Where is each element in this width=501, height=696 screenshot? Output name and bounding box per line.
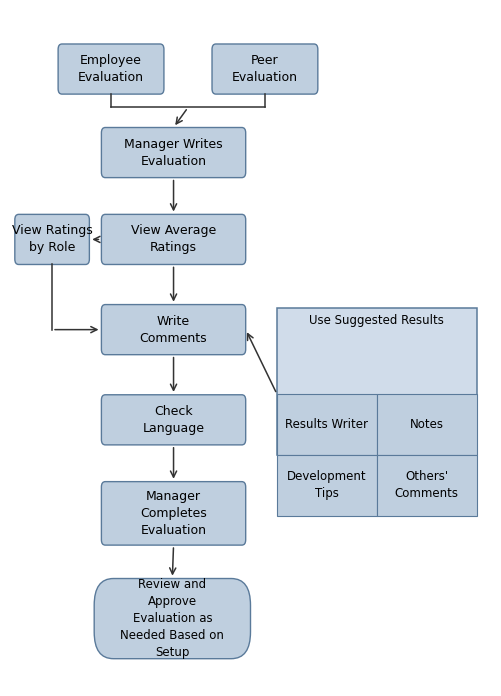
FancyBboxPatch shape <box>377 394 476 455</box>
FancyBboxPatch shape <box>101 395 245 445</box>
FancyBboxPatch shape <box>277 455 377 516</box>
Text: Employee
Evaluation: Employee Evaluation <box>78 54 144 84</box>
FancyBboxPatch shape <box>277 394 377 455</box>
Text: Notes: Notes <box>410 418 444 431</box>
Text: Write
Comments: Write Comments <box>140 315 207 345</box>
Text: Manager Writes
Evaluation: Manager Writes Evaluation <box>124 138 223 168</box>
Text: View Average
Ratings: View Average Ratings <box>131 224 216 255</box>
FancyBboxPatch shape <box>101 305 245 355</box>
FancyBboxPatch shape <box>277 308 476 455</box>
Text: Review and
Approve
Evaluation as
Needed Based on
Setup: Review and Approve Evaluation as Needed … <box>120 578 224 659</box>
Text: Check
Language: Check Language <box>143 405 204 435</box>
FancyBboxPatch shape <box>58 44 164 94</box>
Text: Peer
Evaluation: Peer Evaluation <box>232 54 298 84</box>
Text: Others'
Comments: Others' Comments <box>395 470 458 500</box>
FancyBboxPatch shape <box>101 482 245 545</box>
FancyBboxPatch shape <box>94 578 250 658</box>
FancyBboxPatch shape <box>15 214 89 264</box>
Text: Results Writer: Results Writer <box>286 418 368 431</box>
Text: Use Suggested Results: Use Suggested Results <box>309 314 444 327</box>
Text: View Ratings
by Role: View Ratings by Role <box>12 224 93 255</box>
Text: Development
Tips: Development Tips <box>287 470 367 500</box>
FancyBboxPatch shape <box>101 127 245 177</box>
FancyBboxPatch shape <box>101 214 245 264</box>
Text: Manager
Completes
Evaluation: Manager Completes Evaluation <box>140 490 207 537</box>
FancyBboxPatch shape <box>212 44 318 94</box>
FancyBboxPatch shape <box>377 455 476 516</box>
